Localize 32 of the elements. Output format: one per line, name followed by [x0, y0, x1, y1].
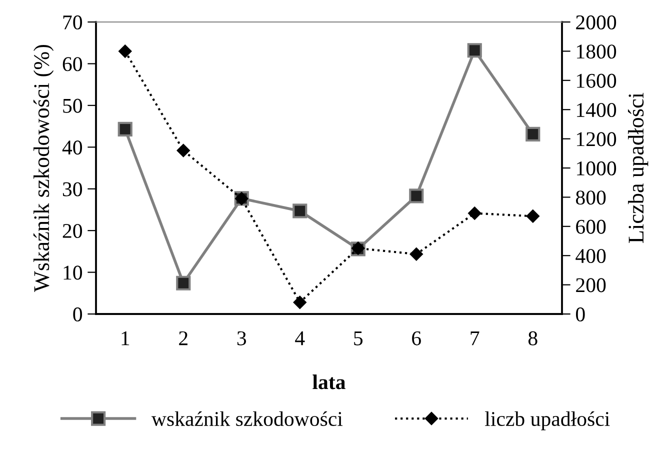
y2-tick-label: 1200	[577, 132, 616, 146]
y2-tick-label: 1000	[577, 161, 616, 176]
x-tick-label: 3	[237, 331, 246, 346]
x-tick-label: 4	[295, 331, 305, 346]
x-tick-label: 1	[122, 331, 130, 346]
y-tick-label: 40	[62, 140, 82, 155]
y2-tick-label: 1800	[577, 44, 616, 59]
x-tick-label: 8	[528, 331, 538, 346]
y-tick-label: 60	[62, 57, 82, 72]
y2-tick-label: 1400	[577, 102, 616, 118]
y2-tick-label: 2000	[576, 15, 616, 30]
y-axis-title: Wskaźnik szkodowości (%)	[33, 44, 54, 292]
y-tick-label: 20	[62, 224, 82, 238]
y-tick-label: 70	[63, 15, 82, 30]
x-axis-title: lata	[312, 374, 346, 390]
y2-tick-label: 200	[576, 278, 606, 292]
y2-axis-title: Liczba upadłości	[628, 92, 648, 243]
y2-tick-label: 600	[576, 220, 606, 234]
x-tick-label: 5	[354, 331, 363, 346]
x-tick-label: 2	[179, 331, 188, 346]
x-tick-label: 6	[412, 331, 421, 346]
legend-label: wskaźnik szkodowości	[151, 411, 343, 426]
y-tick-label: 0	[73, 307, 82, 322]
x-tick-label: 7	[470, 331, 480, 346]
legend-label: liczb upadłości	[485, 411, 610, 430]
y2-tick-label: 0	[576, 307, 585, 322]
y2-tick-label: 1600	[577, 74, 616, 88]
y2-tick-label: 800	[576, 190, 606, 205]
y-tick-label: 50	[63, 98, 82, 113]
y-tick-label: 30	[62, 182, 82, 196]
y-tick-label: 10	[64, 266, 82, 280]
y2-tick-label: 400	[576, 248, 606, 264]
